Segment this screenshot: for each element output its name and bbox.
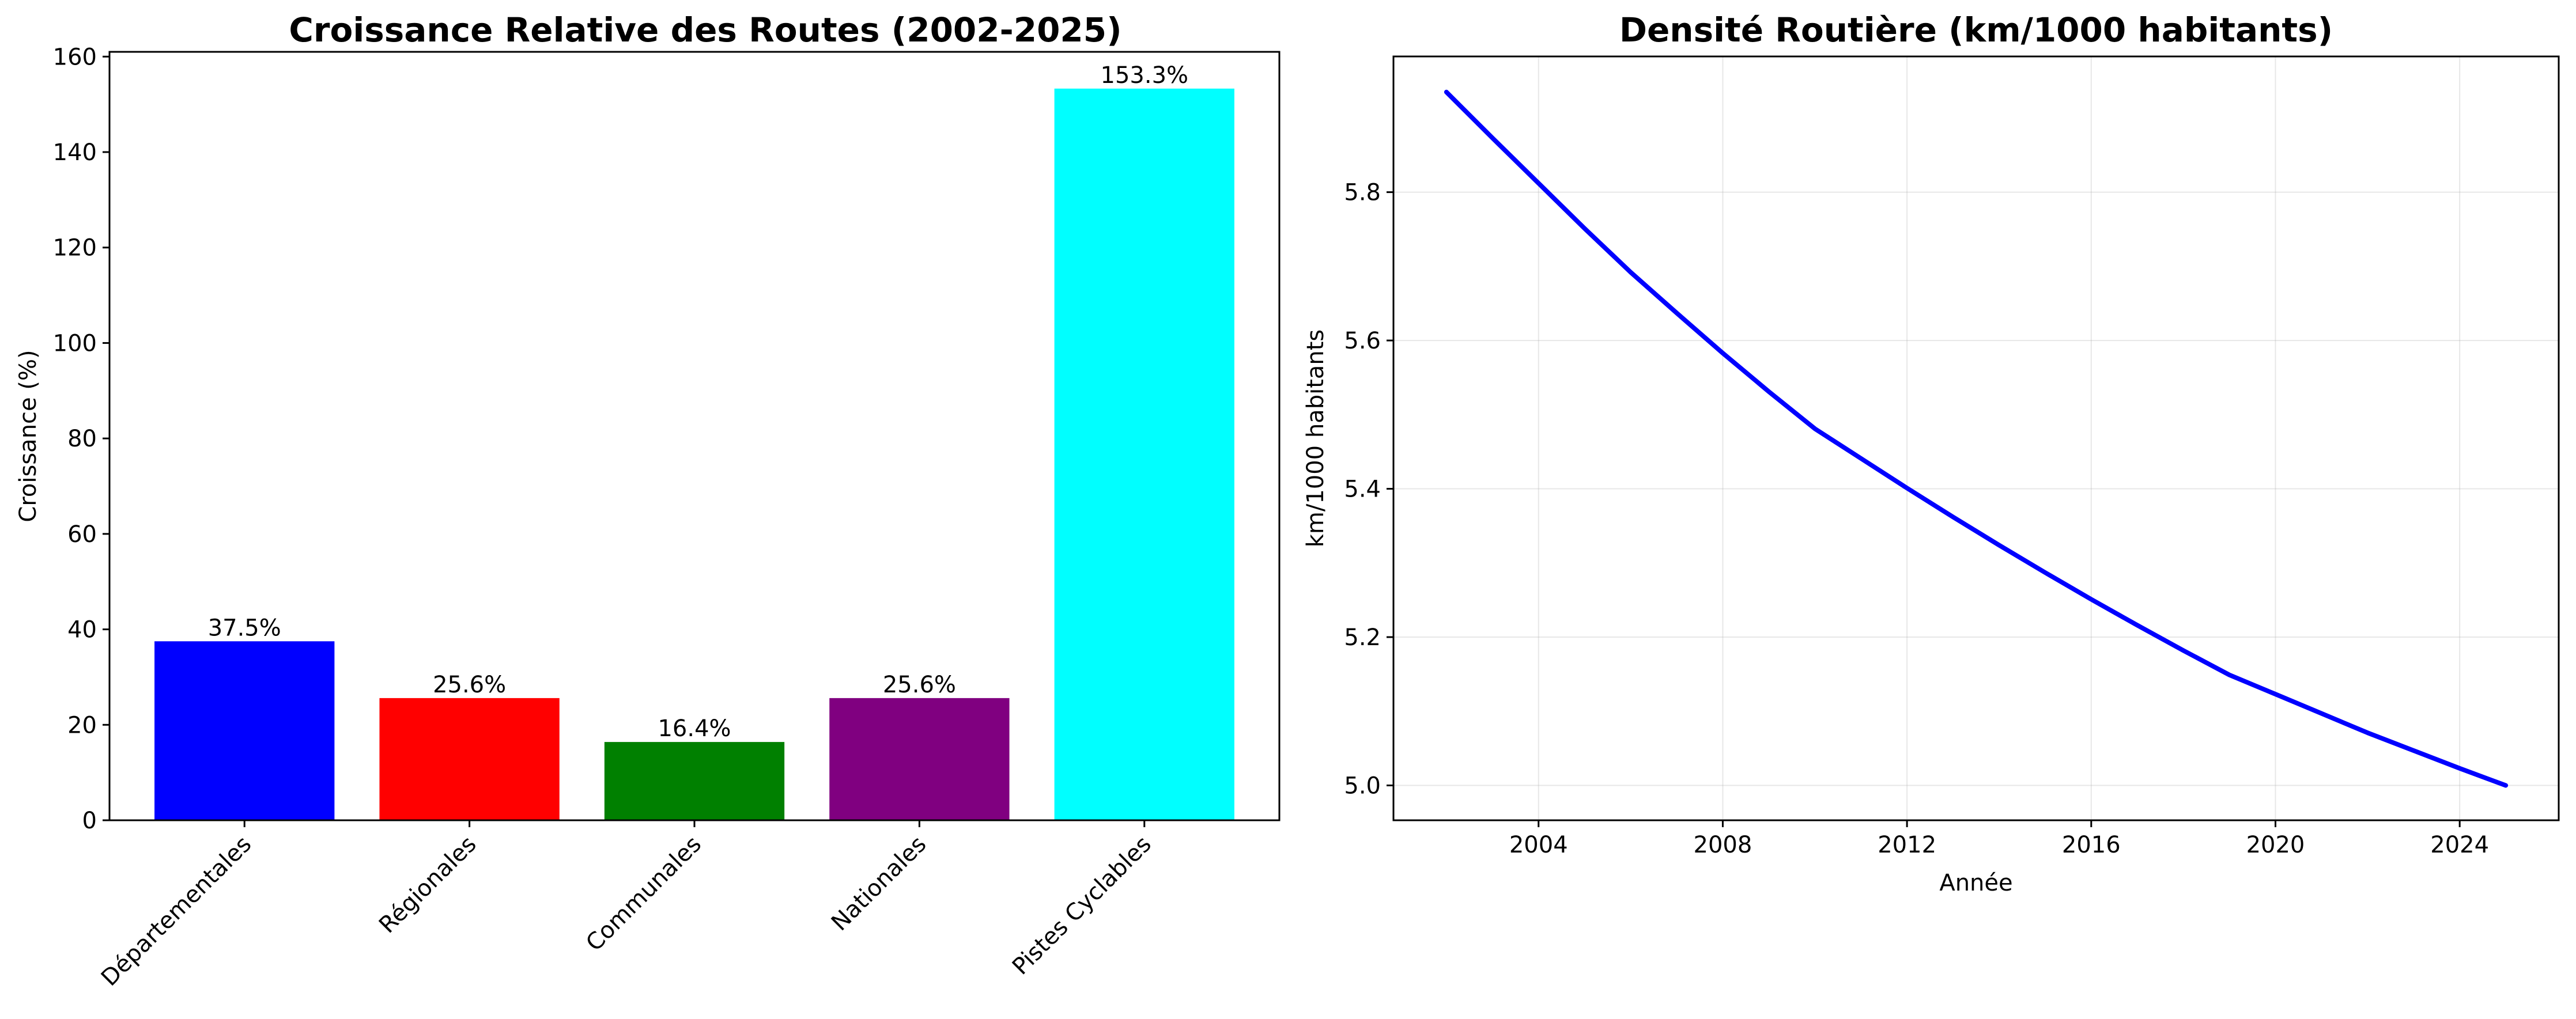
- bar-chart-x-ticks: Départementales Régionales Communales Natio…: [96, 820, 1157, 991]
- x-tick-label: 2012: [1878, 832, 1936, 858]
- y-tick-label: 5.0: [1344, 772, 1381, 799]
- x-tick-label: 2016: [2062, 832, 2121, 858]
- x-tick-label: Départementales: [96, 831, 256, 991]
- bar-2: [379, 698, 560, 820]
- x-tick-label: Régionales: [374, 831, 482, 939]
- density-line: [1444, 89, 2509, 788]
- line-chart-title: Densité Routière (km/1000 habitants): [1619, 10, 2333, 50]
- bar-chart-y-ticks: 0 20 40 60 80 100 120 140 160: [53, 44, 109, 834]
- x-tick-label: Communales: [581, 831, 707, 957]
- bar-value-label-4: 25.6%: [883, 672, 956, 698]
- y-tick-label: 80: [67, 426, 97, 452]
- line-chart-x-ticks: 2004 2008 2012 2016 2020 2024: [1509, 820, 2489, 858]
- line-chart-grid: [1393, 56, 2559, 820]
- line-chart-x-axis-label: Année: [1939, 870, 2012, 896]
- bar-5: [1054, 88, 1234, 820]
- x-tick-label: Nationales: [826, 831, 932, 937]
- y-tick-label: 0: [82, 808, 97, 834]
- x-tick-label: 2020: [2246, 832, 2305, 858]
- x-tick-label: 2024: [2430, 832, 2489, 858]
- y-tick-label: 160: [53, 44, 97, 70]
- bar-value-label-3: 16.4%: [658, 715, 731, 742]
- y-tick-label: 100: [53, 330, 97, 357]
- y-tick-label: 5.8: [1344, 180, 1381, 206]
- line-chart: Densité Routière (km/1000 habitants) km/…: [1302, 10, 2560, 896]
- y-tick-label: 140: [53, 139, 97, 166]
- y-tick-label: 5.2: [1344, 624, 1381, 651]
- bar-chart-bars: [154, 88, 1234, 820]
- x-tick-label: 2004: [1509, 832, 1568, 858]
- bar-chart-y-axis-label: Croissance (%): [15, 350, 41, 522]
- bar-value-label-1: 37.5%: [208, 615, 281, 641]
- line-chart-frame: [1392, 55, 2560, 821]
- bar-value-label-5: 153.3%: [1101, 62, 1189, 89]
- bar-chart-frame: [108, 51, 1281, 821]
- bar-chart-title: Croissance Relative des Routes (2002-202…: [289, 10, 1121, 50]
- x-tick-label: Pistes Cyclables: [1007, 831, 1157, 980]
- bar-1: [154, 641, 335, 820]
- y-tick-label: 40: [67, 617, 97, 643]
- y-tick-label: 60: [67, 521, 97, 548]
- y-tick-label: 20: [67, 712, 97, 738]
- bar-chart: Croissance Relative des Routes (2002-202…: [15, 10, 1281, 991]
- bar-4: [829, 698, 1010, 820]
- bar-3: [604, 742, 785, 820]
- x-tick-label: 2008: [1694, 832, 1752, 858]
- line-chart-y-axis-label: km/1000 habitants: [1302, 329, 1329, 548]
- y-tick-label: 120: [53, 235, 97, 262]
- line-chart-y-ticks: 5.0 5.2 5.4 5.6 5.8: [1344, 180, 1393, 799]
- y-tick-label: 5.6: [1344, 328, 1381, 354]
- line-chart-series: [1444, 89, 2509, 788]
- bar-value-label-2: 25.6%: [433, 672, 506, 698]
- y-tick-label: 5.4: [1344, 476, 1381, 503]
- bar-chart-value-labels: 37.5% 25.6% 16.4% 25.6% 153.3%: [208, 62, 1188, 742]
